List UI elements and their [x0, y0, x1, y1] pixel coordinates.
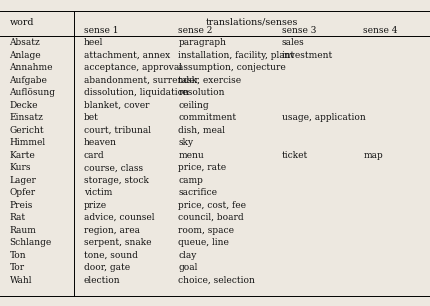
- Text: Annahme: Annahme: [9, 63, 53, 72]
- Text: sky: sky: [178, 138, 194, 147]
- Text: queue, line: queue, line: [178, 238, 229, 247]
- Text: Schlange: Schlange: [9, 238, 52, 247]
- Text: ceiling: ceiling: [178, 101, 209, 110]
- Text: court, tribunal: court, tribunal: [84, 126, 151, 135]
- Text: Gericht: Gericht: [9, 126, 44, 135]
- Text: price, rate: price, rate: [178, 163, 227, 172]
- Text: camp: camp: [178, 176, 203, 185]
- Text: Rat: Rat: [9, 213, 26, 222]
- Text: Decke: Decke: [9, 101, 38, 110]
- Text: room, space: room, space: [178, 226, 234, 235]
- Text: sales: sales: [282, 38, 304, 47]
- Text: commitment: commitment: [178, 113, 236, 122]
- Text: assumption, conjecture: assumption, conjecture: [178, 63, 286, 72]
- Text: door, gate: door, gate: [84, 263, 130, 272]
- Text: Opfer: Opfer: [9, 188, 36, 197]
- Text: paragraph: paragraph: [178, 38, 227, 47]
- Text: dissolution, liquidation: dissolution, liquidation: [84, 88, 189, 97]
- Text: Raum: Raum: [9, 226, 36, 235]
- Text: prize: prize: [84, 201, 107, 210]
- Text: Tor: Tor: [9, 263, 25, 272]
- Text: Lager: Lager: [9, 176, 36, 185]
- Text: Auflösung: Auflösung: [9, 88, 55, 97]
- Text: advice, counsel: advice, counsel: [84, 213, 154, 222]
- Text: abandonment, surrender: abandonment, surrender: [84, 76, 199, 85]
- Text: council, board: council, board: [178, 213, 244, 222]
- Text: Wahl: Wahl: [9, 275, 32, 285]
- Text: usage, application: usage, application: [282, 113, 366, 122]
- Text: Himmel: Himmel: [9, 138, 46, 147]
- Text: goal: goal: [178, 263, 198, 272]
- Text: resolution: resolution: [178, 88, 225, 97]
- Text: menu: menu: [178, 151, 204, 160]
- Text: Anlage: Anlage: [9, 51, 41, 60]
- Text: card: card: [84, 151, 104, 160]
- Text: sense 1: sense 1: [84, 26, 118, 35]
- Text: region, area: region, area: [84, 226, 140, 235]
- Text: task, exercise: task, exercise: [178, 76, 242, 85]
- Text: sacrifice: sacrifice: [178, 188, 218, 197]
- Text: Kurs: Kurs: [9, 163, 31, 172]
- Text: Karte: Karte: [9, 151, 35, 160]
- Text: translations/senses: translations/senses: [206, 17, 298, 27]
- Text: attachment, annex: attachment, annex: [84, 51, 170, 60]
- Text: Preis: Preis: [9, 201, 33, 210]
- Text: storage, stock: storage, stock: [84, 176, 149, 185]
- Text: sense 4: sense 4: [363, 26, 398, 35]
- Text: sense 3: sense 3: [282, 26, 316, 35]
- Text: sense 2: sense 2: [178, 26, 213, 35]
- Text: map: map: [363, 151, 383, 160]
- Text: Absatz: Absatz: [9, 38, 40, 47]
- Text: ticket: ticket: [282, 151, 308, 160]
- Text: tone, sound: tone, sound: [84, 251, 138, 259]
- Text: bet: bet: [84, 113, 99, 122]
- Text: clay: clay: [178, 251, 197, 259]
- Text: price, cost, fee: price, cost, fee: [178, 201, 246, 210]
- Text: Aufgabe: Aufgabe: [9, 76, 47, 85]
- Text: blanket, cover: blanket, cover: [84, 101, 149, 110]
- Text: heel: heel: [84, 38, 103, 47]
- Text: victim: victim: [84, 188, 112, 197]
- Text: election: election: [84, 275, 120, 285]
- Text: dish, meal: dish, meal: [178, 126, 225, 135]
- Text: heaven: heaven: [84, 138, 117, 147]
- Text: word: word: [9, 17, 34, 27]
- Text: installation, facility, plant: installation, facility, plant: [178, 51, 295, 60]
- Text: choice, selection: choice, selection: [178, 275, 255, 285]
- Text: investment: investment: [282, 51, 333, 60]
- Text: serpent, snake: serpent, snake: [84, 238, 151, 247]
- Text: course, class: course, class: [84, 163, 143, 172]
- Text: Ton: Ton: [9, 251, 26, 259]
- Text: Einsatz: Einsatz: [9, 113, 43, 122]
- Text: acceptance, approval: acceptance, approval: [84, 63, 182, 72]
